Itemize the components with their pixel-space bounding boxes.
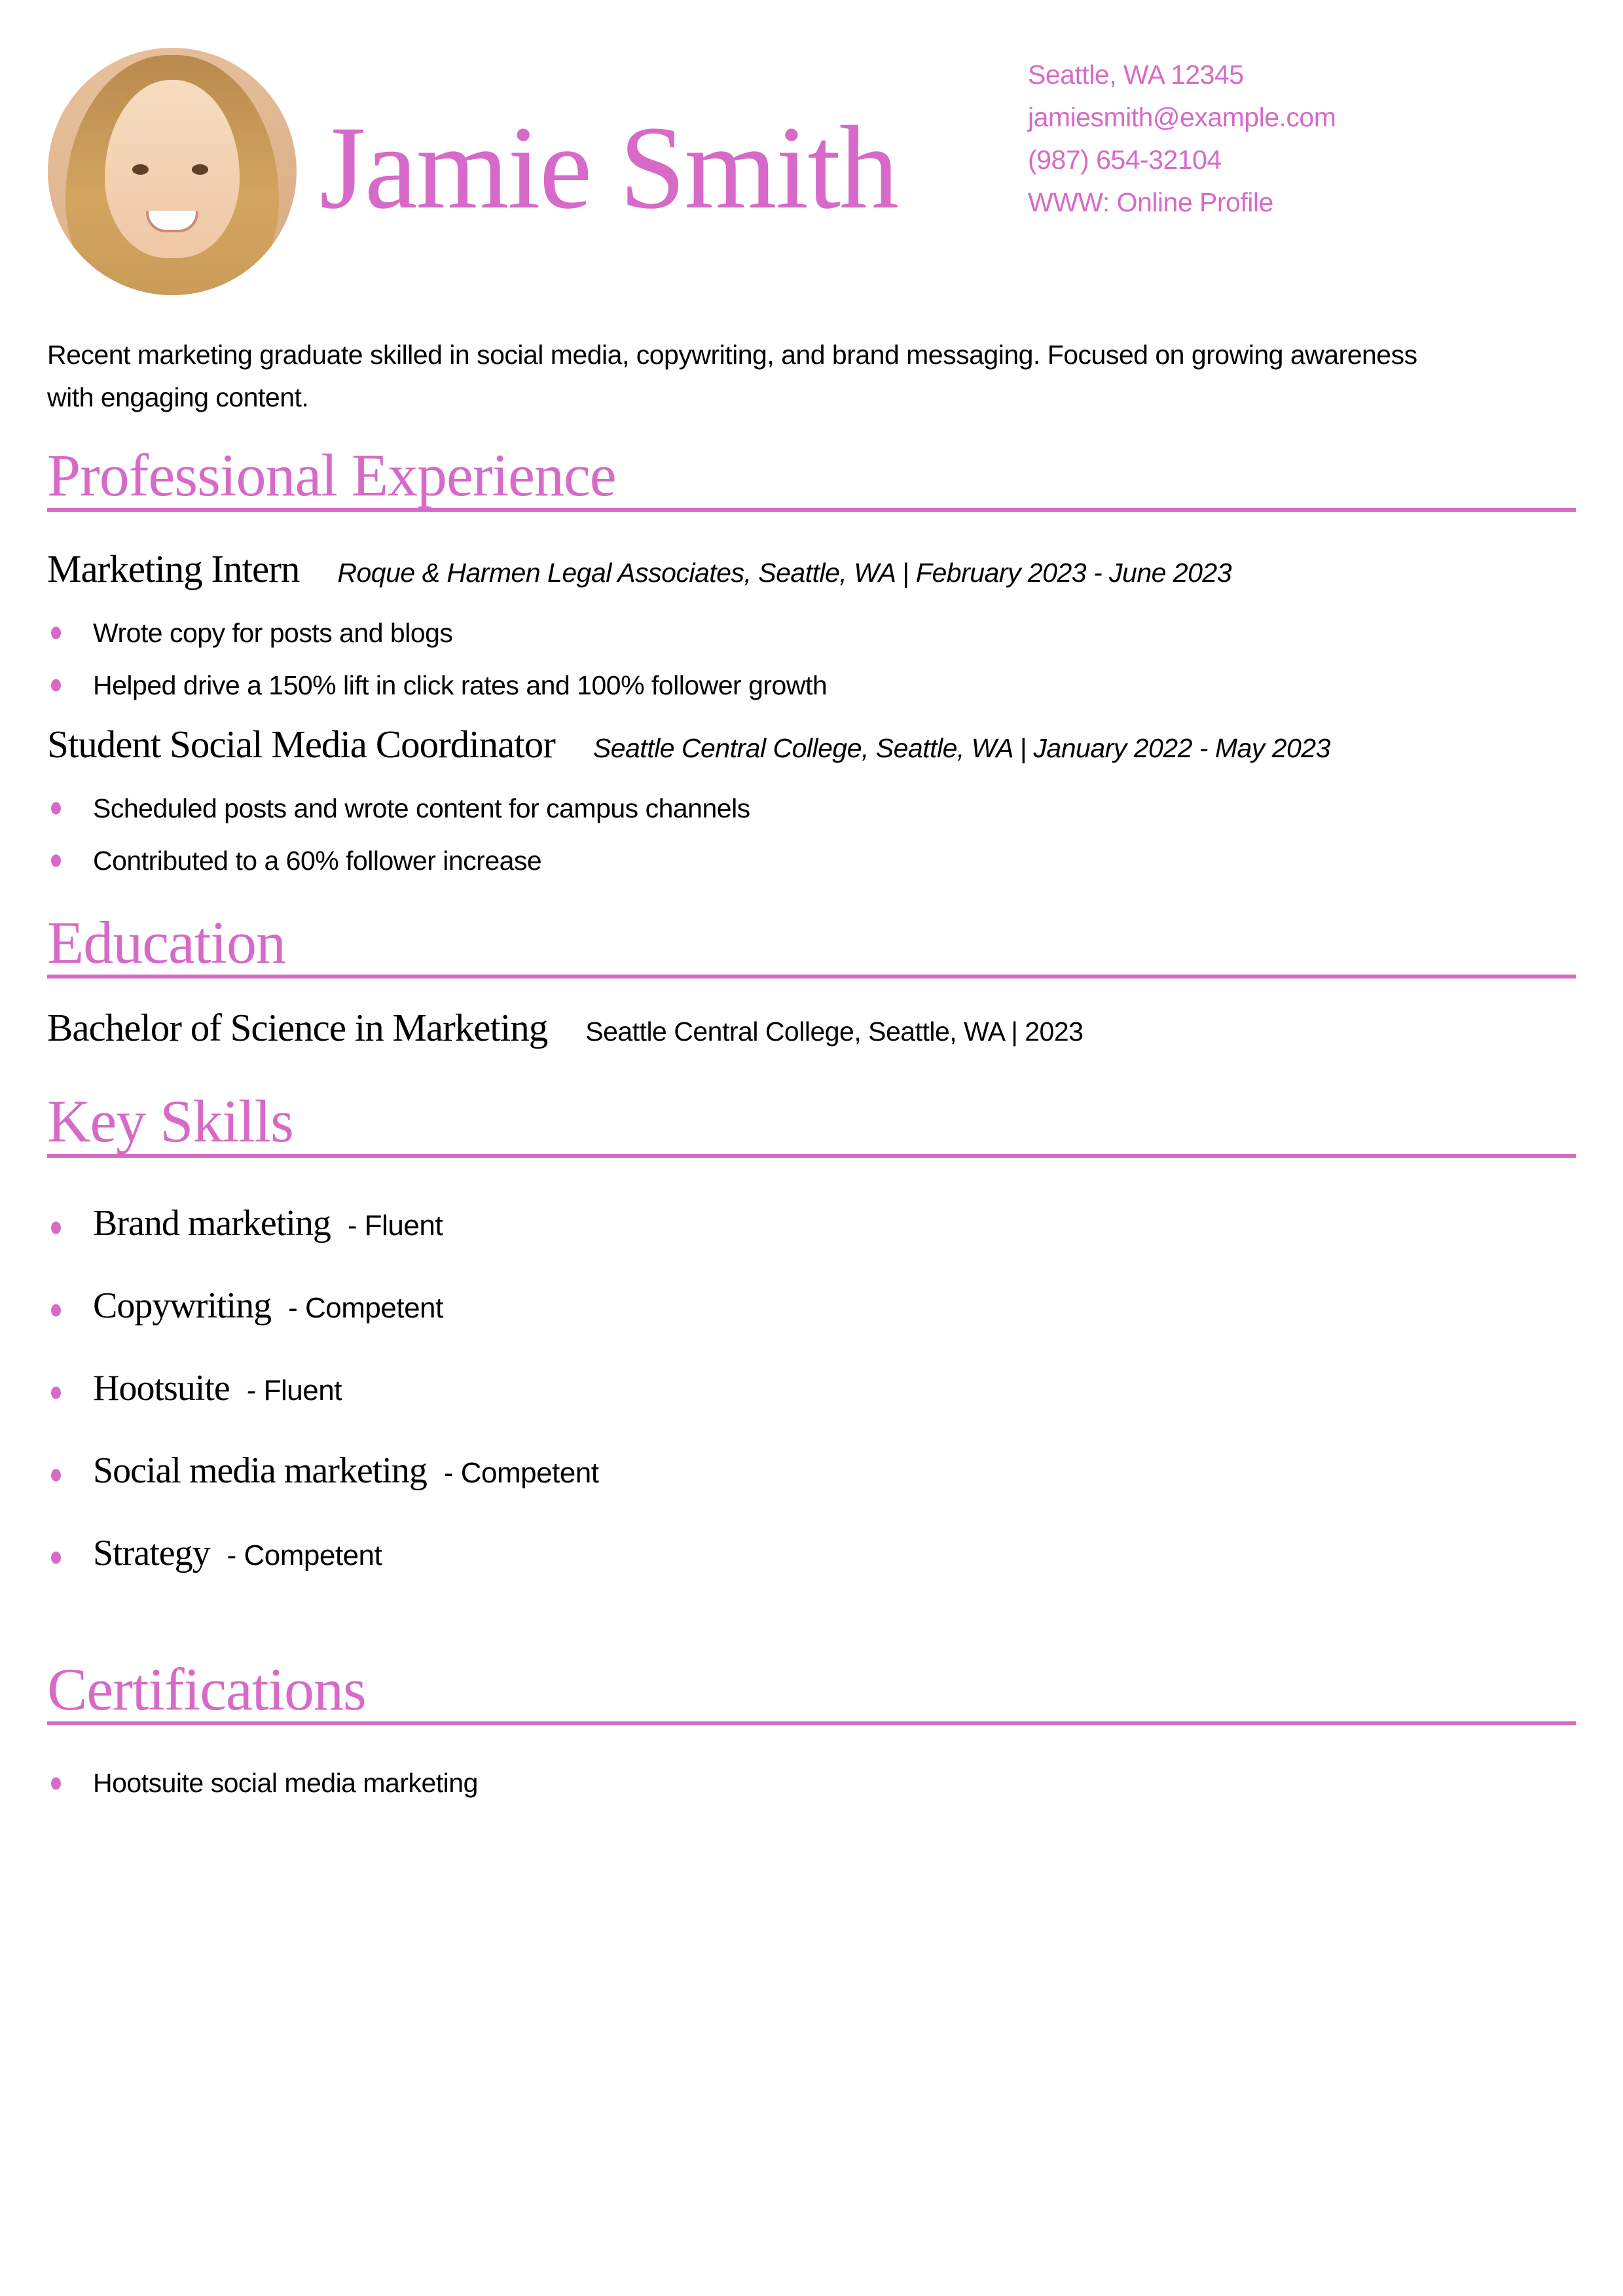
- section-professional-experience: Professional Experience Marketing Intern…: [47, 443, 1576, 882]
- education-row: Bachelor of Science in Marketing Seattle …: [47, 1005, 1576, 1061]
- section-certifications: Certifications Hootsuite social media ma…: [47, 1657, 1576, 1805]
- section-key-skills: Key Skills Brand marketing - Fluent Copyw…: [47, 1089, 1576, 1586]
- photo-eye-right: [192, 164, 209, 175]
- skill-item: Strategy - Competent: [51, 1530, 1576, 1586]
- bullet-dot-icon: [51, 1386, 61, 1399]
- section-title-education: Education: [47, 910, 1576, 979]
- job-header-row: Marketing Intern Roque & Harmen Legal Ass…: [47, 546, 1576, 602]
- section-title-key-skills: Key Skills: [47, 1089, 1576, 1158]
- skill-name: Copywriting: [93, 1285, 272, 1326]
- bullet-dot-icon: [51, 1469, 61, 1482]
- bullet-text: Helped drive a 150% lift in click rates …: [93, 670, 828, 700]
- skill-item: Hootsuite - Fluent: [51, 1365, 1576, 1421]
- list-item: Wrote copy for posts and blogs: [51, 612, 1576, 655]
- photo-eye-left: [132, 164, 149, 175]
- skill-name: Hootsuite: [93, 1367, 230, 1408]
- resume-page: Jamie Smith Seattle, WA 12345 jamiesmith…: [47, 0, 1576, 1804]
- contact-phone: (987) 654-32104: [1028, 145, 1222, 175]
- skill-level: - Competent: [443, 1456, 599, 1489]
- job-bullet-list: Wrote copy for posts and blogs Helped dr…: [47, 612, 1576, 707]
- summary-text: Recent marketing graduate skilled in soc…: [47, 340, 1417, 412]
- list-item: Scheduled posts and wrote content for ca…: [51, 787, 1576, 830]
- degree-details: Seattle Central College, Seattle, WA | 2…: [585, 1016, 1084, 1047]
- skill-list: Brand marketing - Fluent Copywriting - Com…: [47, 1200, 1576, 1586]
- certification-list: Hootsuite social media marketing: [47, 1762, 1576, 1804]
- degree-title: Bachelor of Science in Marketing: [47, 1006, 548, 1050]
- bullet-dot-icon: [51, 1221, 61, 1234]
- skill-level: - Fluent: [246, 1374, 342, 1407]
- bullet-dot-icon: [51, 1777, 61, 1790]
- section-title-experience: Professional Experience: [47, 443, 1576, 512]
- skill-item: Social media marketing - Competent: [51, 1447, 1576, 1503]
- bullet-dot-icon: [51, 679, 61, 692]
- job-details: Roque & Harmen Legal Associates, Seattle…: [337, 557, 1232, 588]
- job-header-row: Student Social Media Coordinator Seattle …: [47, 721, 1576, 778]
- job-bullet-list: Scheduled posts and wrote content for ca…: [47, 787, 1576, 882]
- list-item: Hootsuite social media marketing: [51, 1762, 1576, 1804]
- skill-level: - Competent: [288, 1291, 443, 1324]
- skill-level: - Competent: [227, 1539, 382, 1571]
- list-item: Helped drive a 150% lift in click rates …: [51, 664, 1576, 707]
- bullet-dot-icon: [51, 1551, 61, 1564]
- job-entry: Marketing Intern Roque & Harmen Legal Ass…: [47, 546, 1576, 707]
- bullet-text: Wrote copy for posts and blogs: [93, 617, 453, 648]
- bullet-dot-icon: [51, 1304, 61, 1317]
- certification-text: Hootsuite social media marketing: [93, 1768, 478, 1799]
- skill-name: Strategy: [93, 1532, 211, 1573]
- skill-name: Social media marketing: [93, 1450, 428, 1491]
- bullet-text: Scheduled posts and wrote content for ca…: [93, 793, 750, 823]
- candidate-name: Jamie Smith: [319, 102, 899, 234]
- section-education: Education Bachelor of Science in Marketi…: [47, 910, 1576, 1062]
- job-details: Seattle Central College, Seattle, WA | J…: [593, 732, 1331, 763]
- skill-item: Copywriting - Competent: [51, 1282, 1576, 1338]
- job-title: Student Social Media Coordinator: [47, 722, 556, 766]
- skill-item: Brand marketing - Fluent: [51, 1200, 1576, 1256]
- bullet-dot-icon: [51, 802, 61, 815]
- contact-website-link[interactable]: WWW: Online Profile: [1028, 187, 1273, 217]
- bullet-text: Contributed to a 60% follower increase: [93, 845, 542, 876]
- section-title-certifications: Certifications: [47, 1657, 1576, 1726]
- bullet-dot-icon: [51, 626, 61, 639]
- list-item: Contributed to a 60% follower increase: [51, 840, 1576, 882]
- contact-email[interactable]: jamiesmith@example.com: [1028, 102, 1336, 132]
- bullet-dot-icon: [51, 854, 61, 867]
- skill-level: - Fluent: [347, 1209, 443, 1242]
- skill-name: Brand marketing: [93, 1202, 331, 1244]
- profile-photo: [48, 48, 297, 295]
- job-entry: Student Social Media Coordinator Seattle …: [47, 721, 1576, 882]
- contact-address: Seattle, WA 12345: [1028, 60, 1244, 90]
- contact-info: Seattle, WA 12345 jamiesmith@example.com…: [1028, 54, 1336, 224]
- job-title: Marketing Intern: [47, 547, 300, 590]
- resume-header: Jamie Smith Seattle, WA 12345 jamiesmith…: [47, 0, 1576, 298]
